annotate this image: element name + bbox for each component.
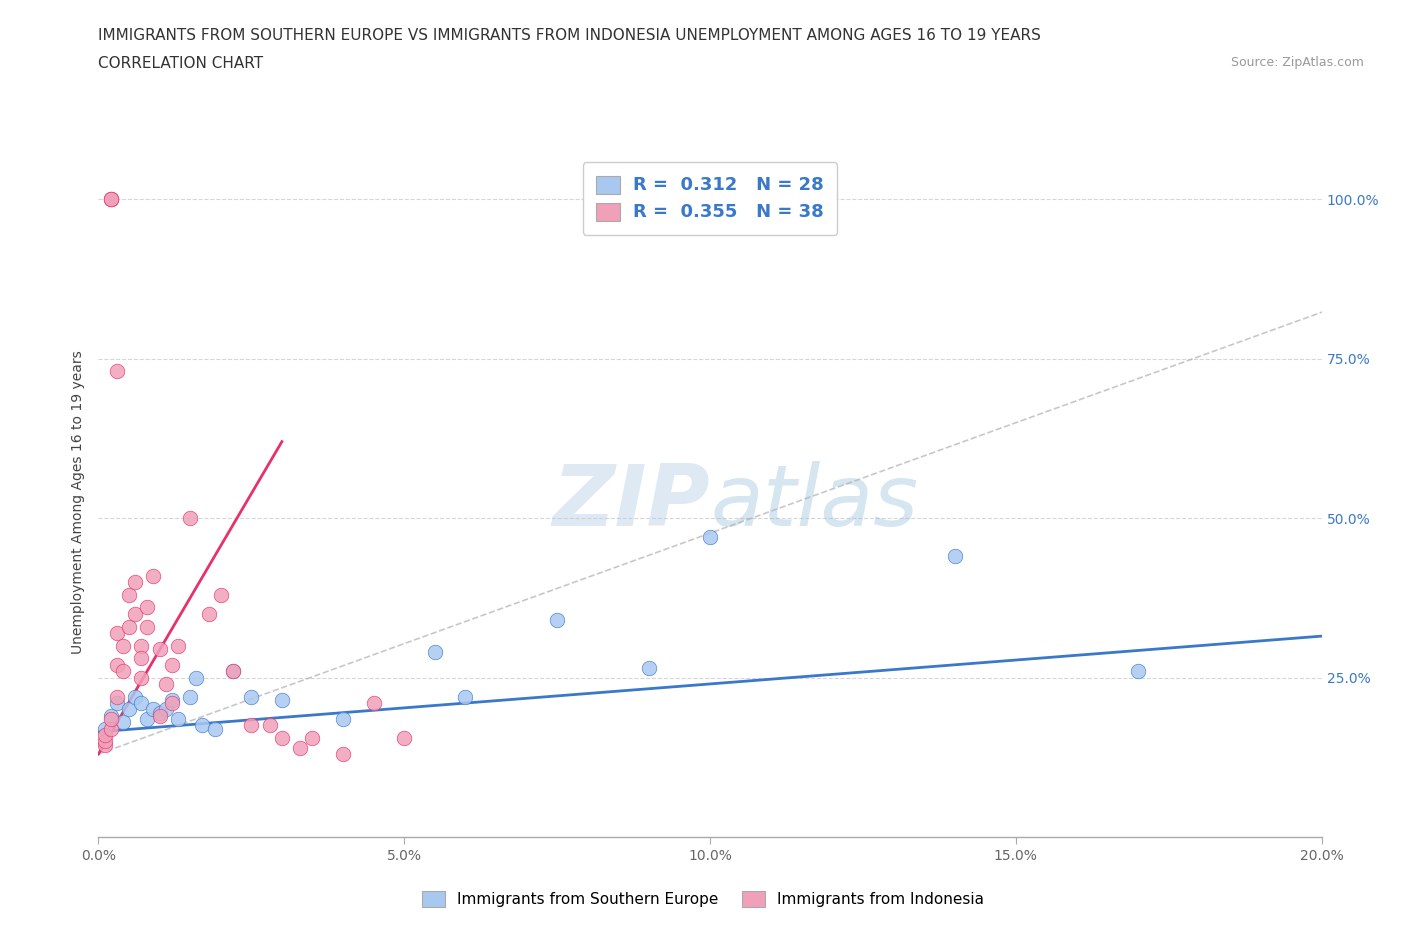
Point <box>93 727 115 742</box>
Point <box>546 613 568 628</box>
Text: CORRELATION CHART: CORRELATION CHART <box>98 56 263 71</box>
Point <box>93 721 115 736</box>
Point <box>240 689 263 704</box>
Text: Source: ZipAtlas.com: Source: ZipAtlas.com <box>1230 56 1364 69</box>
Point <box>155 702 177 717</box>
Point <box>124 575 146 590</box>
Point <box>222 664 245 679</box>
Point <box>105 364 128 379</box>
Point <box>100 709 122 724</box>
Point <box>124 689 146 704</box>
Legend: R =  0.312   N = 28, R =  0.355   N = 38: R = 0.312 N = 28, R = 0.355 N = 38 <box>583 163 837 234</box>
Point <box>155 676 177 691</box>
Point <box>222 664 245 679</box>
Point <box>100 711 122 726</box>
Point <box>160 696 183 711</box>
Point <box>136 619 159 634</box>
Point <box>105 658 128 672</box>
Point <box>160 658 183 672</box>
Point <box>111 715 134 730</box>
Point <box>160 693 183 708</box>
Text: atlas: atlas <box>710 460 918 544</box>
Point <box>392 731 416 746</box>
Point <box>111 664 134 679</box>
Point <box>167 711 190 726</box>
Point <box>129 671 152 685</box>
Point <box>699 530 721 545</box>
Point <box>100 192 122 206</box>
Legend: Immigrants from Southern Europe, Immigrants from Indonesia: Immigrants from Southern Europe, Immigra… <box>416 884 990 913</box>
Point <box>93 737 115 752</box>
Point <box>209 587 232 602</box>
Point <box>149 705 172 720</box>
Y-axis label: Unemployment Among Ages 16 to 19 years: Unemployment Among Ages 16 to 19 years <box>72 351 86 654</box>
Point <box>100 192 122 206</box>
Point <box>179 689 201 704</box>
Point <box>270 731 292 746</box>
Point <box>637 660 661 675</box>
Point <box>149 642 172 657</box>
Point <box>111 638 134 653</box>
Point <box>363 696 385 711</box>
Point <box>1128 664 1150 679</box>
Point <box>129 638 152 653</box>
Point <box>270 693 292 708</box>
Point <box>118 702 141 717</box>
Point <box>290 740 312 755</box>
Point <box>129 696 152 711</box>
Point <box>167 638 190 653</box>
Point <box>136 600 159 615</box>
Point <box>136 711 159 726</box>
Point <box>142 702 165 717</box>
Point <box>105 689 128 704</box>
Point <box>105 696 128 711</box>
Point <box>943 549 966 564</box>
Point <box>93 734 115 749</box>
Point <box>179 511 201 525</box>
Point <box>454 689 477 704</box>
Point <box>100 721 122 736</box>
Text: ZIP: ZIP <box>553 460 710 544</box>
Point <box>301 731 323 746</box>
Point <box>149 709 172 724</box>
Text: IMMIGRANTS FROM SOUTHERN EUROPE VS IMMIGRANTS FROM INDONESIA UNEMPLOYMENT AMONG : IMMIGRANTS FROM SOUTHERN EUROPE VS IMMIG… <box>98 28 1042 43</box>
Point <box>118 587 141 602</box>
Point <box>129 651 152 666</box>
Point <box>118 619 141 634</box>
Point <box>124 606 146 621</box>
Point <box>191 718 214 733</box>
Point <box>332 711 354 726</box>
Point <box>197 606 219 621</box>
Point <box>240 718 263 733</box>
Point <box>332 747 354 762</box>
Point <box>259 718 281 733</box>
Point <box>204 721 226 736</box>
Point <box>100 192 122 206</box>
Point <box>142 568 165 583</box>
Point <box>186 671 208 685</box>
Point <box>105 626 128 641</box>
Point <box>423 644 446 659</box>
